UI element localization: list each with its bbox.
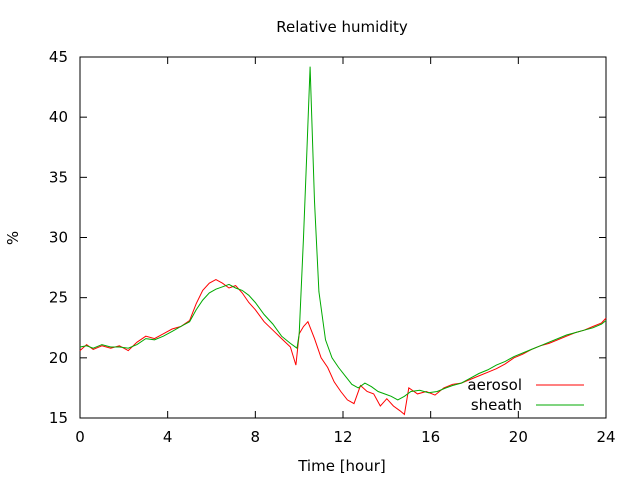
x-tick-label: 16 xyxy=(421,428,440,446)
y-tick-label: 25 xyxy=(49,289,68,307)
x-tick-label: 20 xyxy=(509,428,528,446)
legend-label-aerosol: aerosol xyxy=(467,376,522,394)
x-tick-label: 12 xyxy=(333,428,352,446)
series-line-aerosol xyxy=(79,279,607,416)
y-tick-label: 40 xyxy=(49,108,68,126)
y-tick-label: 35 xyxy=(49,168,68,186)
axis-ticks: 0 4 8 12 16 20 24 15 20 25 30 35 40 45 xyxy=(49,48,616,446)
y-tick-label: 15 xyxy=(49,409,68,427)
y-tick-label: 45 xyxy=(49,48,68,66)
series-line-sheath xyxy=(79,66,607,401)
y-axis-label: % xyxy=(4,231,22,245)
series-lines xyxy=(79,66,607,416)
plot-frame xyxy=(79,56,607,419)
x-tick-label: 24 xyxy=(596,428,615,446)
x-tick-label: 4 xyxy=(163,428,173,446)
legend-label-sheath: sheath xyxy=(471,396,522,414)
chart-title: Relative humidity xyxy=(276,18,408,36)
y-tick-label: 20 xyxy=(49,349,68,367)
y-tick-label: 30 xyxy=(49,229,68,247)
x-tick-label: 0 xyxy=(75,428,85,446)
x-tick-label: 8 xyxy=(251,428,261,446)
x-axis-label: Time [hour] xyxy=(297,457,386,475)
legend: aerosol sheath xyxy=(467,376,584,414)
